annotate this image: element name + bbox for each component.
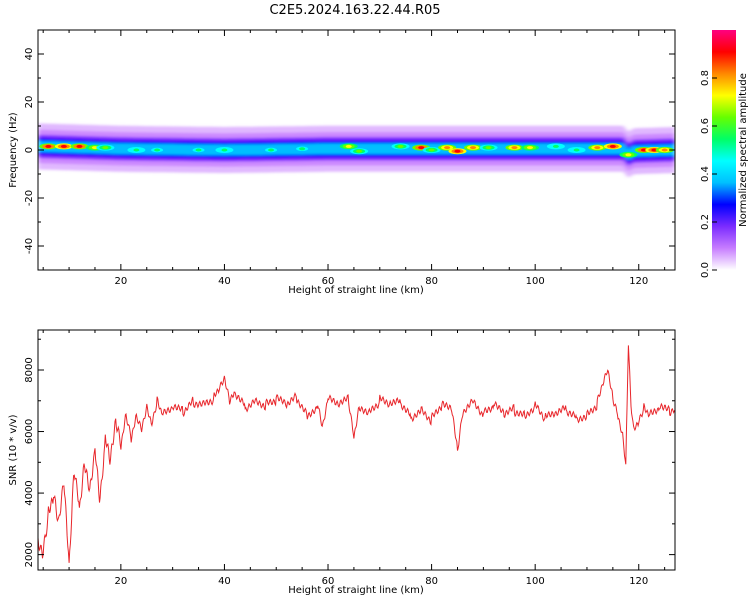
spectrogram-peak [262, 147, 281, 153]
spectrogram-peak [619, 151, 638, 158]
spectrogram-peak [588, 144, 607, 151]
spectrogram-peak [464, 144, 483, 151]
spectrogram-y-tick-label: 40 [24, 48, 35, 61]
spectrogram-peak [127, 147, 146, 153]
snr-panel: 20 40 60 80 100 120 2000 4000 6000 8000 Height of… [8, 329, 676, 596]
snr-series-line [38, 345, 675, 563]
colorbar-tick-label: 0.6 [700, 118, 711, 134]
spectrogram-x-axis-label: Height of straight line (km) [288, 285, 424, 296]
spectrogram-peak [148, 147, 167, 153]
snr-y-tick-label: 6000 [24, 419, 35, 444]
spectrogram-y-tick-label: 20 [24, 96, 35, 109]
colorbar-tick-label: 0.0 [700, 262, 711, 278]
spectrogram-peak [505, 144, 524, 151]
spectrogram-x-tick-label: 60 [322, 276, 335, 287]
spectrogram-peak [54, 143, 73, 150]
spectrogram-peak [520, 144, 539, 151]
snr-x-tick-label: 100 [526, 576, 545, 587]
spectrogram-y-tick-label: -40 [24, 238, 35, 254]
snr-frame [37, 329, 676, 571]
snr-plot-area [38, 330, 675, 570]
snr-x-tick-label: 80 [425, 576, 438, 587]
figure-title: C2E5.2024.163.22.44.R05 [269, 3, 440, 18]
spectrogram-frame [37, 29, 676, 271]
snr-x-tick-label: 20 [114, 576, 127, 587]
spectrogram-peak [70, 143, 89, 150]
snr-x-tick-label: 60 [322, 576, 335, 587]
spectrogram-y-tick-label: 0 [24, 147, 35, 153]
spectrogram-peak [448, 148, 467, 155]
spectrogram-x-tick-label: 100 [526, 276, 545, 287]
spectrogram-y-tick-label: -20 [24, 190, 35, 206]
spectrogram-peak [422, 147, 441, 153]
spectrogram-panel: 20 40 60 80 100 120 -40 -20 0 20 40 Height of stra… [8, 29, 676, 296]
spectrogram-peak [603, 143, 622, 150]
colorbar-tick-label: 0.4 [700, 166, 711, 182]
colorbar-gradient [712, 30, 736, 270]
snr-y-tick-label: 2000 [24, 542, 35, 567]
spectrogram-peak [339, 143, 358, 150]
spectrogram-peak [546, 143, 565, 150]
spectrogram-y-axis-label: Frequency (Hz) [8, 112, 19, 188]
spectrogram-peak [189, 147, 208, 153]
snr-y-axis-label: SNR (10 * v/v) [8, 414, 19, 485]
spectrogram-peak [567, 147, 586, 153]
spectrogram-x-tick-label: 120 [629, 276, 648, 287]
snr-x-tick-label: 40 [218, 576, 231, 587]
spectrogram-peak [39, 143, 58, 150]
spectrogram-x-tick-label: 80 [425, 276, 438, 287]
spectrogram-peak [215, 147, 234, 153]
colorbar-label: Normalized spectral amplitude [738, 73, 749, 227]
spectrogram-peak [293, 145, 312, 152]
colorbar-tick-label: 0.8 [700, 70, 711, 86]
spectrogram-x-tick-label: 40 [218, 276, 231, 287]
spectrogram-peak [479, 144, 498, 151]
spectrogram-peak [391, 143, 410, 150]
colorbar-tick-label: 0.2 [700, 214, 711, 230]
spectrogram-x-tick-label: 20 [114, 276, 127, 287]
snr-y-tick-label: 8000 [24, 357, 35, 382]
colorbar: 0.0 0.2 0.4 0.6 0.8 Normalized spectral ampl… [700, 30, 749, 278]
snr-x-tick-label: 120 [629, 576, 648, 587]
spectrogram-peak [96, 144, 115, 151]
spectrogram-peak [350, 148, 369, 155]
snr-x-axis-label: Height of straight line (km) [288, 585, 424, 596]
spectrogram-peak [655, 147, 674, 153]
snr-y-tick-label: 4000 [24, 480, 35, 505]
